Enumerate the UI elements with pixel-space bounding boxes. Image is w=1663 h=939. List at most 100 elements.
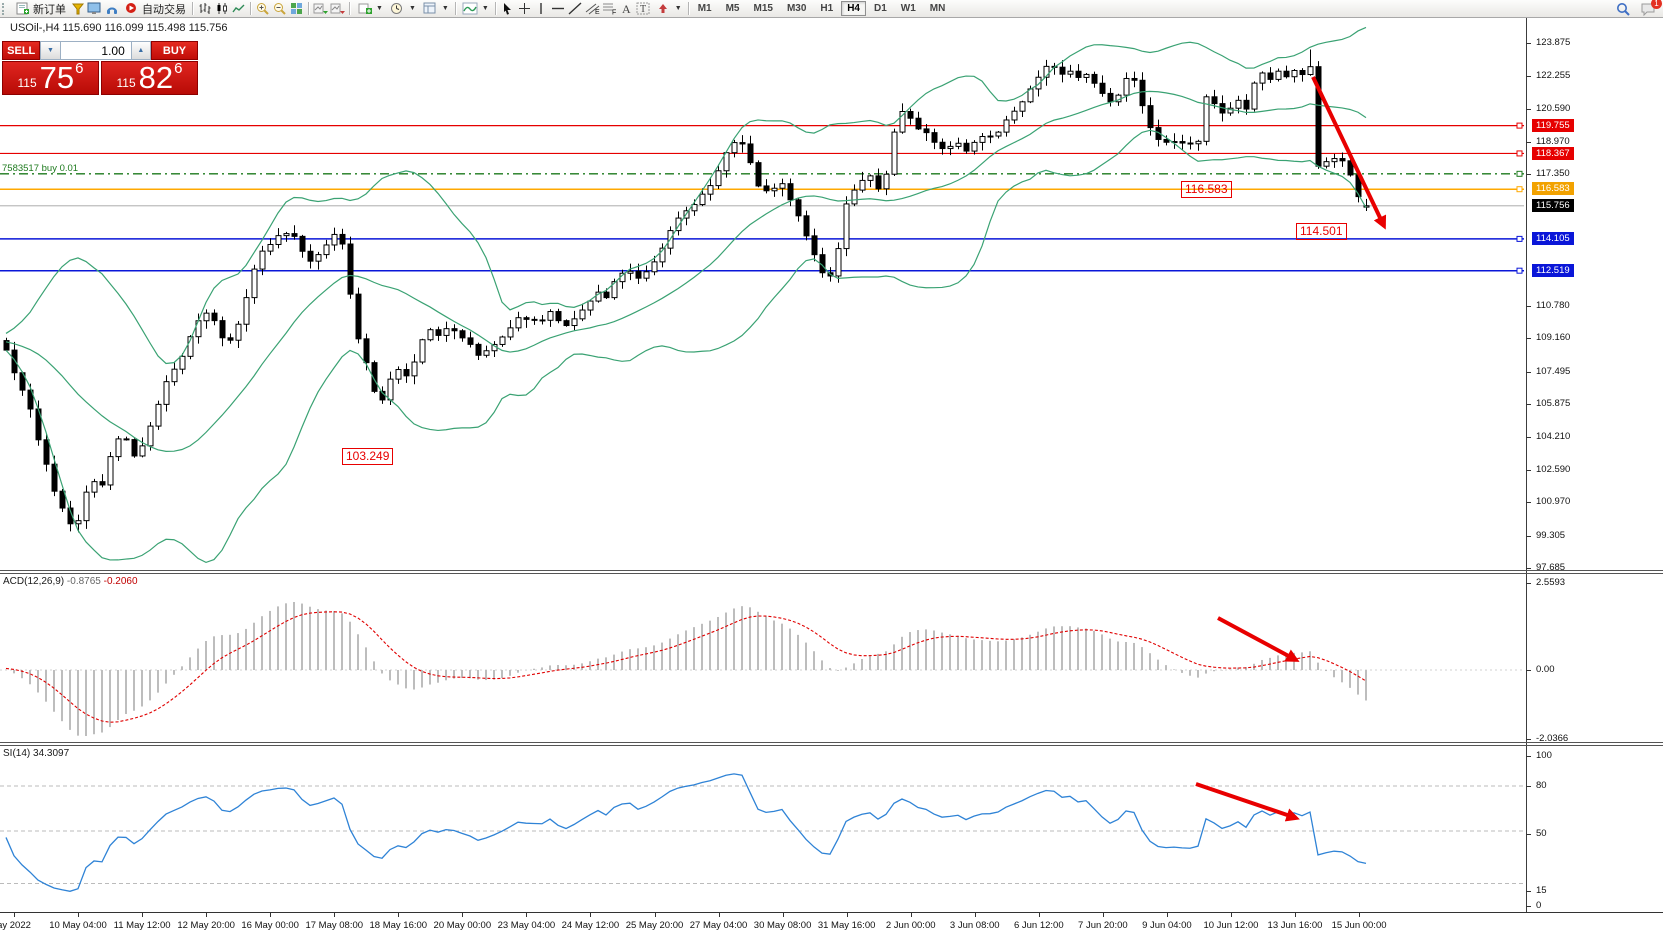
symbol-header: USOil-,H4 115.690 116.099 115.498 115.75… [10,22,228,34]
price-annotation[interactable]: 103.249 [342,448,394,465]
price-annotation[interactable]: 114.501 [1296,223,1347,240]
axis-tick-mark [1526,109,1531,110]
buy-button[interactable]: BUY [150,41,198,60]
price-tick-label: 120.590 [1536,103,1571,114]
timeframe-w1[interactable]: W1 [900,3,916,14]
autotrading-label: 自动交易 [142,3,186,16]
time-tick-mark [1038,912,1040,917]
timeframe-h1[interactable]: H1 [820,3,834,14]
buy-price-panel[interactable]: 115 82 6 [101,60,198,95]
price-tick-label: 104.210 [1536,431,1571,442]
timeframe-m30[interactable]: M30 [786,3,807,14]
text-button[interactable]: A [618,1,635,16]
time-tick-mark [142,912,144,917]
timeframe-h4[interactable]: H4 [841,1,866,16]
time-tick-mark [1230,912,1232,917]
market-watch-icon[interactable] [86,1,103,16]
time-tick-mark [462,912,464,917]
pane-divider[interactable] [0,570,1663,571]
toolbar-separator [454,2,456,15]
timeframe-d1[interactable]: D1 [874,3,887,14]
chat-button[interactable]: 1 [1640,0,1662,16]
time-tick-label: 17 May 08:00 [305,920,364,931]
time-tick-label: 9 Jun 04:00 [1142,920,1192,931]
chart-shift-button[interactable] [329,1,346,16]
crosshair-button[interactable] [516,1,533,16]
indicators-icon [462,1,479,16]
time-tick-mark [14,912,15,917]
price-annotation[interactable]: 116.583 [1181,181,1232,198]
pane-divider[interactable] [0,745,1663,746]
new-chart-button[interactable]: ▼ [353,1,386,17]
zoom-in-button[interactable] [254,1,271,16]
time-tick-label: 27 May 04:00 [689,920,748,931]
sell-price-pips: 75 [39,60,75,95]
timeframe-mn[interactable]: MN [929,3,946,14]
axis-tick-mark [1526,404,1531,405]
rsi-scale-label: 0 [1536,900,1542,911]
buy-price-whole: 115 [116,76,136,90]
axis-tick-mark [1526,174,1531,175]
time-tick-mark [78,912,80,917]
bar-chart-button[interactable] [196,1,213,16]
toolbar-separator [192,2,193,15]
timeframe-m1[interactable]: M1 [697,3,712,14]
time-tick-mark [1295,912,1296,917]
channel-button[interactable]: E [584,1,601,16]
pane-divider[interactable] [0,742,1663,743]
candlestick-chart-button[interactable] [213,1,230,16]
tile-windows-button[interactable] [288,1,305,16]
timeframe-m5[interactable]: M5 [725,3,740,14]
arrows-button[interactable]: ▼ [652,1,685,17]
time-axis[interactable]: ay 2022 10 May 04:00 11 May 12:00 12 May 20… [0,912,1530,939]
time-tick-mark [206,912,208,917]
pane-divider[interactable] [0,573,1663,574]
price-tick-label: 110.780 [1536,300,1570,311]
macd-indicator-label: ACD(12,26,9) -0.8765 -0.2060 [3,576,138,587]
chart-canvas[interactable] [0,17,1663,939]
sell-button[interactable]: SELL [2,41,41,60]
time-tick-mark [910,912,912,917]
open-position-label[interactable]: 7583517 buy 0.01 [2,163,79,174]
trendline-button[interactable] [567,1,584,16]
price-tick-label: 105.875 [1536,398,1571,409]
time-tick-mark [334,912,336,917]
axis-tick-mark [1526,786,1531,787]
svg-text:F: F [612,10,616,16]
volume-decrease-button[interactable]: ▼ [40,41,61,60]
search-icon[interactable] [1615,1,1632,16]
templates-button[interactable]: ▼ [419,1,452,17]
timeframe-m15[interactable]: M15 [753,3,773,14]
volume-input[interactable]: 1.00 [60,41,131,60]
price-axis[interactable]: 123.875 122.255 120.590 118.970 117.350 110.7… [1526,17,1663,912]
horizontal-line-button[interactable] [550,1,567,16]
new-chart-icon [356,1,373,16]
sell-price-panel[interactable]: 115 75 6 [2,60,99,95]
price-tick-label: 109.160 [1536,332,1571,343]
template-icon [422,1,439,16]
price-badge: 112.519 [1532,263,1574,277]
zoom-out-button[interactable] [271,1,288,16]
price-badge: 118.367 [1532,146,1574,160]
buy-price-pips: 82 [138,60,174,95]
metaeditor-icon[interactable] [69,1,86,16]
vertical-line-button[interactable] [533,1,550,16]
price-tick-label: 122.255 [1536,69,1571,81]
auto-scroll-button[interactable] [312,1,329,16]
toolbar-separator [349,2,350,15]
svg-text:A: A [622,2,631,15]
time-tick-label: 7 Jun 20:00 [1078,920,1128,931]
volume-increase-button[interactable]: ▲ [130,41,151,60]
new-order-button[interactable]: 新订单 [11,1,69,17]
cursor-button[interactable] [499,1,516,16]
profiles-button[interactable]: ▼ [386,1,419,17]
line-chart-button[interactable] [230,1,247,16]
fibonacci-button[interactable]: F [601,1,618,16]
indicators-button[interactable]: ▼ [459,1,492,17]
autotrading-button[interactable]: 自动交易 [120,1,189,17]
time-tick-mark [1166,912,1168,917]
text-label-button[interactable]: T [635,1,652,16]
toolbar-grip[interactable] [2,2,9,15]
signals-icon[interactable] [103,1,120,16]
time-tick-label: 3 Jun 08:00 [949,920,1000,931]
